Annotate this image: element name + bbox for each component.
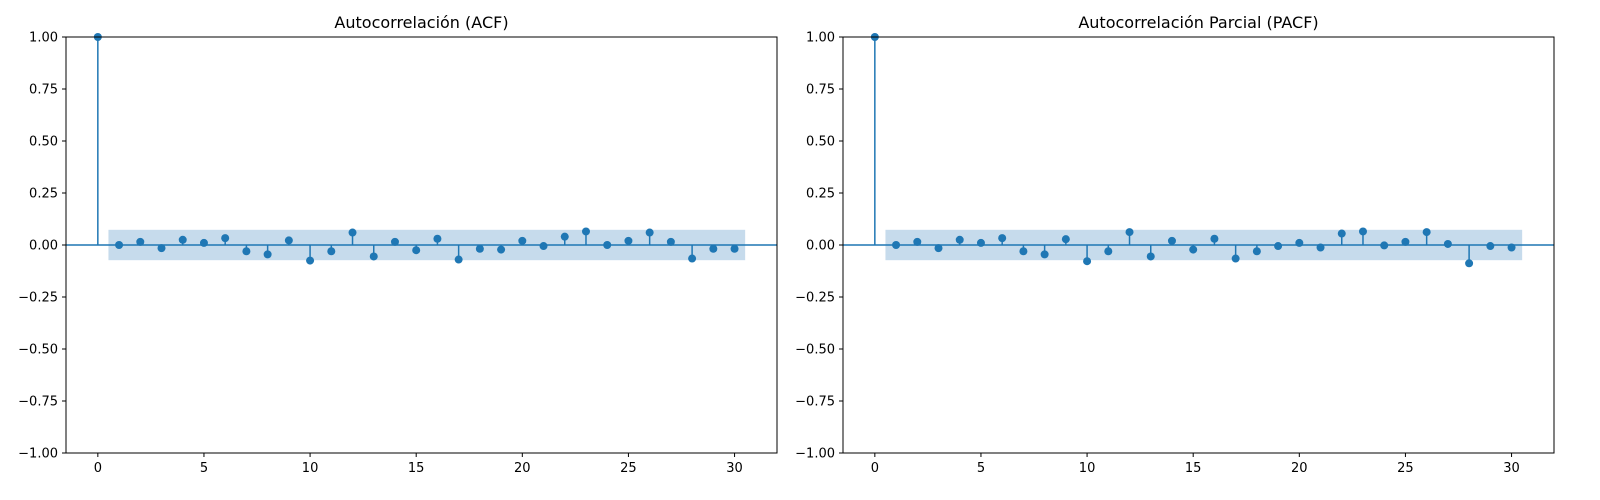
pacf-ytick-label-0: 1.00	[806, 31, 835, 46]
acf-point-lag-21	[539, 242, 548, 251]
acf-ytick-label-8: −1.00	[18, 447, 58, 462]
pacf-point-lag-12	[1125, 228, 1134, 237]
acf-point-lag-22	[560, 232, 569, 241]
acf-point-lag-24	[603, 241, 612, 249]
chart-panels: 1.00 0.75 0.50 0.25 0.00 −0.25 −0.50 −0.75 −1.00…	[18, 31, 1555, 476]
pacf-point-lag-22	[1337, 229, 1346, 238]
pacf-point-lag-19	[1274, 242, 1283, 251]
acf-point-lag-19	[497, 245, 506, 254]
acf-point-lag-13	[369, 252, 378, 261]
pacf-point-lag-30	[1507, 243, 1516, 252]
acf-point-lag-5	[199, 238, 208, 247]
acf-point-lag-2	[136, 237, 145, 246]
pacf-point-lag-21	[1316, 243, 1325, 252]
pacf-ytick-label-8: −1.00	[795, 447, 835, 462]
acf-point-lag-28	[688, 254, 697, 263]
acf-point-lag-14	[390, 237, 399, 246]
pacf-xtick-label-1: 5	[977, 461, 985, 476]
acf-ytick-label-1: 0.75	[29, 83, 58, 98]
acf-xtick-label-5: 25	[620, 461, 637, 476]
acf-point-lag-20	[518, 236, 527, 245]
pacf-point-lag-7	[1019, 247, 1028, 256]
acf-point-lag-3	[157, 244, 166, 253]
acf-point-lag-9	[284, 236, 293, 245]
pacf-ytick-label-3: 0.25	[806, 187, 835, 202]
pacf-point-lag-27	[1443, 239, 1452, 248]
pacf-point-lag-2	[913, 237, 922, 246]
pacf-point-lag-8	[1040, 250, 1049, 259]
pacf-point-lag-18	[1252, 247, 1261, 256]
pacf-panel: 1.00 0.75 0.50 0.25 0.00 −0.25 −0.50 −0.75 −1.00…	[795, 31, 1555, 476]
acf-ytick-label-4: 0.00	[29, 239, 58, 254]
pacf-point-lag-28	[1465, 259, 1474, 268]
pacf-ytick-label-2: 0.50	[806, 135, 835, 150]
acf-point-lag-7	[242, 247, 251, 256]
pacf-xtick-label-2: 10	[1079, 461, 1096, 476]
pacf-point-lag-29	[1486, 242, 1495, 251]
pacf-xtick-label-6: 30	[1503, 461, 1520, 476]
pacf-xtick-label-4: 20	[1291, 461, 1308, 476]
acf-xtick-label-4: 20	[514, 461, 531, 476]
acf-point-lag-12	[348, 228, 357, 237]
pacf-ytick-label-7: −0.75	[795, 395, 835, 410]
acf-xtick-label-0: 0	[94, 461, 102, 476]
acf-point-lag-30	[730, 244, 739, 253]
pacf-point-lag-15	[1189, 245, 1198, 254]
pacf-point-lag-26	[1422, 228, 1431, 237]
acf-point-lag-26	[645, 228, 654, 237]
pacf-point-lag-13	[1146, 252, 1155, 261]
acf-point-lag-15	[412, 246, 421, 255]
pacf-point-lag-1	[892, 241, 901, 249]
acf-point-lag-4	[178, 235, 187, 244]
acf-point-lag-18	[475, 244, 484, 253]
pacf-point-lag-24	[1380, 241, 1389, 250]
pacf-point-lag-6	[998, 234, 1007, 243]
pacf-point-lag-11	[1104, 247, 1113, 256]
pacf-xtick-label-3: 15	[1185, 461, 1202, 476]
pacf-point-lag-17	[1231, 254, 1240, 263]
acf-point-lag-11	[327, 247, 336, 256]
pacf-xtick-label-5: 25	[1397, 461, 1414, 476]
acf-point-lag-23	[581, 227, 590, 236]
acf-point-lag-8	[263, 250, 272, 259]
acf-ytick-label-0: 1.00	[29, 31, 58, 46]
acf-xtick-label-2: 10	[302, 461, 319, 476]
pacf-point-lag-14	[1167, 236, 1176, 245]
pacf-point-lag-23	[1358, 227, 1367, 236]
acf-ytick-label-7: −0.75	[18, 395, 58, 410]
pacf-xtick-label-0: 0	[871, 461, 879, 476]
pacf-chart-title: Autocorrelación Parcial (PACF)	[1078, 13, 1318, 32]
pacf-point-lag-3	[934, 244, 943, 253]
acf-point-lag-1	[115, 241, 124, 249]
acf-ytick-label-6: −0.50	[18, 343, 58, 358]
acf-ytick-label-2: 0.50	[29, 135, 58, 150]
acf-point-lag-17	[454, 255, 463, 264]
acf-point-lag-27	[666, 237, 675, 246]
pacf-point-lag-4	[955, 235, 964, 244]
pacf-ytick-label-1: 0.75	[806, 83, 835, 98]
pacf-point-lag-10	[1083, 257, 1092, 266]
acf-point-lag-16	[433, 234, 442, 243]
acf-chart-title: Autocorrelación (ACF)	[334, 13, 508, 32]
acf-xtick-label-6: 30	[726, 461, 743, 476]
pacf-point-lag-20	[1295, 238, 1304, 247]
acf-xtick-label-1: 5	[200, 461, 208, 476]
acf-point-lag-6	[221, 234, 230, 243]
acf-ytick-label-5: −0.25	[18, 291, 58, 306]
pacf-ytick-label-6: −0.50	[795, 343, 835, 358]
pacf-ytick-label-4: 0.00	[806, 239, 835, 254]
pacf-ytick-label-5: −0.25	[795, 291, 835, 306]
acf-point-lag-10	[306, 256, 315, 265]
pacf-point-lag-25	[1401, 237, 1410, 246]
acf-point-lag-25	[624, 236, 633, 245]
acf-point-lag-29	[709, 244, 718, 253]
pacf-point-lag-9	[1061, 235, 1070, 244]
pacf-point-lag-16	[1210, 234, 1219, 243]
acf-xtick-label-3: 15	[408, 461, 425, 476]
pacf-point-lag-5	[976, 238, 985, 247]
acf-ytick-label-3: 0.25	[29, 187, 58, 202]
acf-panel: 1.00 0.75 0.50 0.25 0.00 −0.25 −0.50 −0.75 −1.00…	[18, 31, 778, 476]
